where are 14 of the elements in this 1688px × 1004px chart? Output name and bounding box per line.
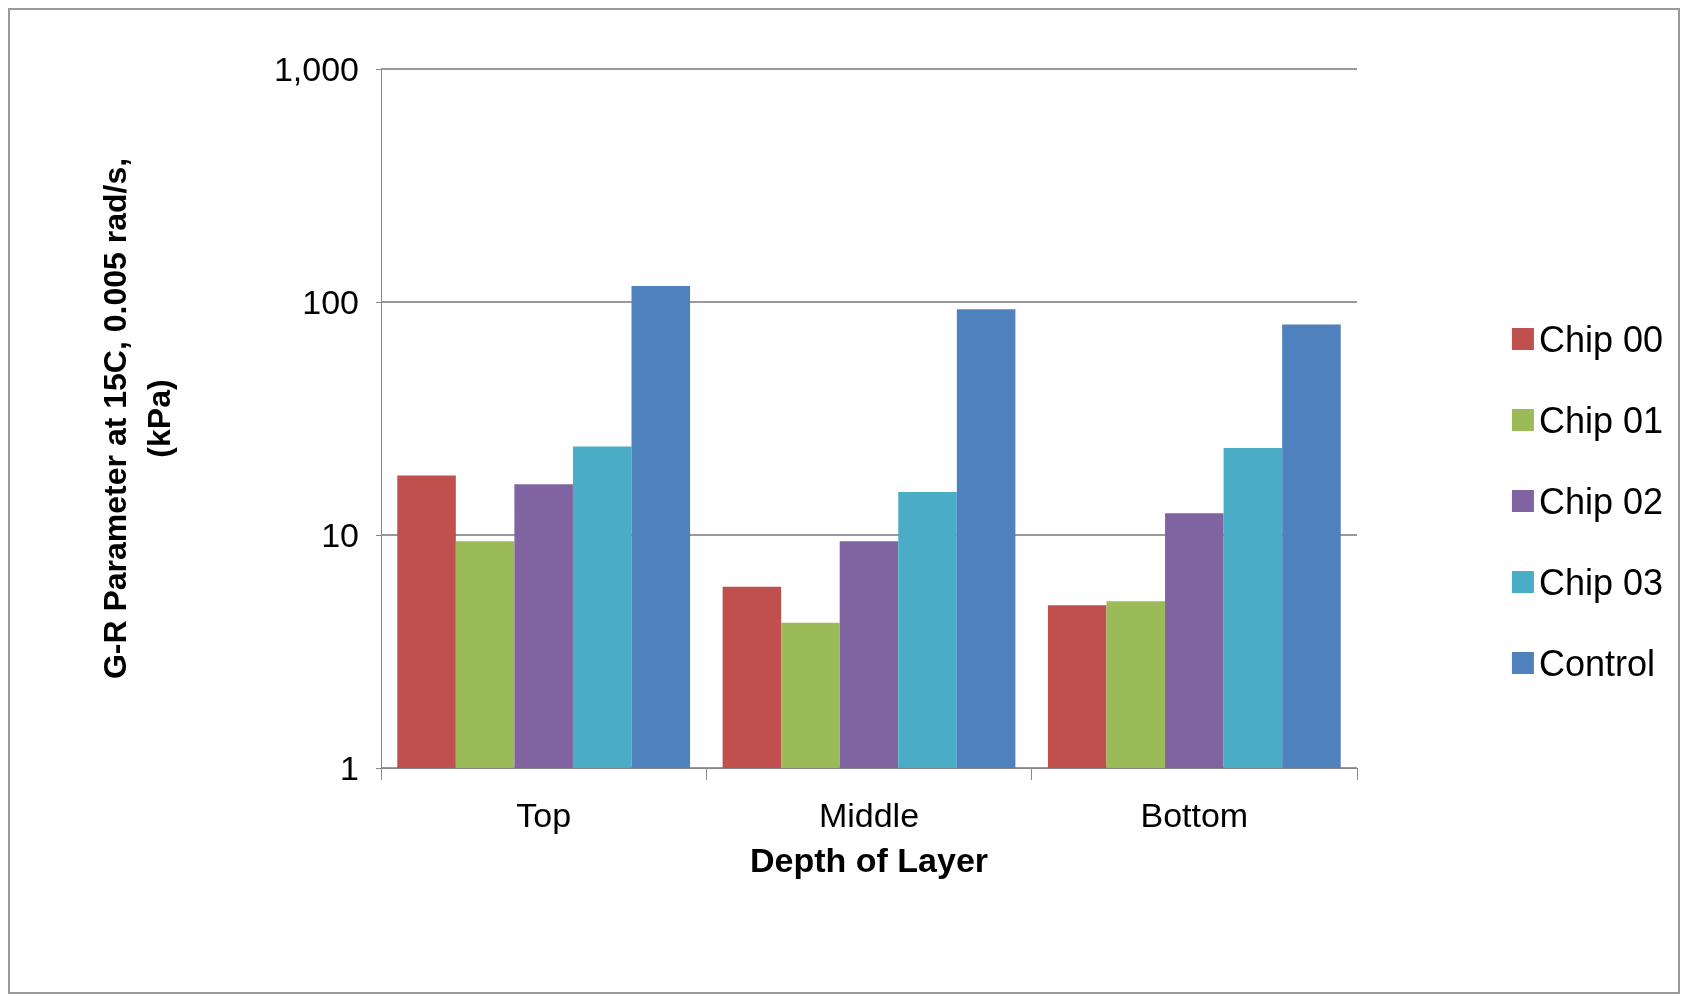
legend-label: Control [1538,642,1655,684]
x-tick-label: Middle [818,796,920,834]
y-axis-title: G-R Parameter at 15C, 0.005 rad/s, (kPa) [97,157,177,680]
x-tick-label: Top [516,796,572,834]
y-tick-label: 10 [321,516,359,554]
legend-label: Chip 01 [1538,399,1664,441]
legend-label: Chip 00 [1538,318,1664,360]
x-tick-label: Bottom [1140,796,1249,834]
y-tick-label: 1,000 [273,50,359,88]
legend-label: Chip 02 [1538,480,1664,522]
legend-label: Chip 03 [1538,561,1664,603]
x-axis-title: Depth of Layer [749,841,989,879]
y-tick-label: 1 [340,749,359,787]
y-tick-label: 100 [302,283,359,321]
